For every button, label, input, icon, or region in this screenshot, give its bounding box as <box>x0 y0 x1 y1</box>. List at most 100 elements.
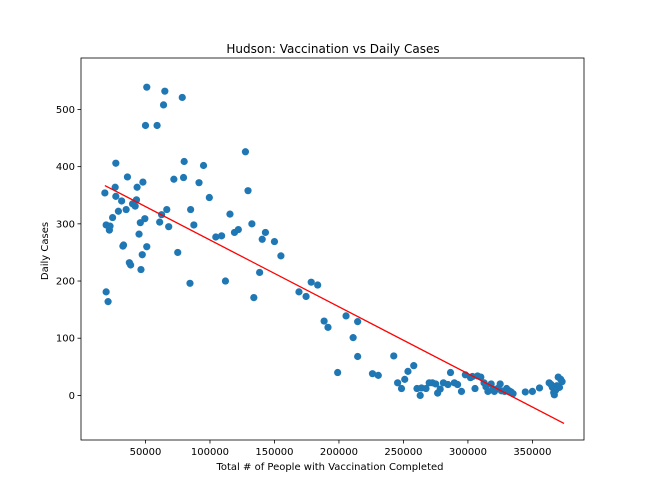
data-point <box>159 101 168 109</box>
data-point <box>248 220 256 228</box>
data-point <box>205 193 213 202</box>
data-point <box>444 380 452 389</box>
data-point <box>101 189 109 197</box>
data-point <box>161 87 169 95</box>
chart-title: Hudson: Vaccination vs Daily Cases <box>226 42 439 56</box>
data-point <box>106 222 114 230</box>
data-point <box>432 380 440 388</box>
y-tick-label: 200 <box>56 277 75 288</box>
data-point <box>390 352 398 360</box>
data-point <box>324 323 332 331</box>
data-point <box>139 178 147 186</box>
data-point <box>212 233 220 241</box>
data-point <box>256 268 264 277</box>
data-point <box>302 292 310 301</box>
data-point <box>410 362 418 370</box>
y-tick-label: 300 <box>56 219 75 230</box>
data-point <box>195 179 203 187</box>
data-point <box>102 288 110 296</box>
data-point <box>314 281 322 289</box>
data-point <box>118 197 126 205</box>
x-tick-label: 50000 <box>130 447 162 458</box>
x-tick-label: 200000 <box>320 447 358 458</box>
data-point <box>122 205 130 214</box>
data-point <box>226 210 234 218</box>
data-point <box>416 391 424 399</box>
data-point <box>111 183 119 191</box>
data-point <box>119 241 128 249</box>
y-tick-label: 0 <box>69 391 75 402</box>
data-point <box>394 379 402 387</box>
data-point <box>261 228 270 237</box>
data-point <box>496 380 504 388</box>
data-point <box>104 298 112 306</box>
x-axis-label: Total # of People with Vaccination Compl… <box>215 462 443 473</box>
x-tick-label: 100000 <box>191 447 229 458</box>
data-point <box>180 157 188 166</box>
x-tick-label: 350000 <box>513 447 551 458</box>
data-point <box>404 367 412 375</box>
data-point <box>186 279 194 287</box>
plot-area <box>101 83 566 424</box>
data-point <box>112 192 120 200</box>
data-point <box>457 387 466 395</box>
data-point <box>143 83 151 91</box>
data-point <box>137 265 145 274</box>
data-point <box>163 205 171 214</box>
x-tick-label: 150000 <box>255 447 293 458</box>
y-tick-label: 400 <box>56 162 75 173</box>
y-tick-label: 500 <box>56 105 75 116</box>
data-point <box>156 218 164 226</box>
data-point <box>446 368 455 377</box>
data-point <box>131 202 139 210</box>
data-point <box>555 383 564 391</box>
data-point <box>354 318 362 326</box>
data-point <box>454 380 462 389</box>
data-point <box>270 237 279 246</box>
data-point <box>141 121 150 130</box>
data-point <box>138 251 146 259</box>
data-point <box>528 387 537 395</box>
plot-frame <box>80 57 585 441</box>
data-point <box>170 175 178 183</box>
data-point <box>187 205 195 214</box>
data-point <box>178 93 186 102</box>
data-point <box>190 221 198 229</box>
data-point <box>521 388 529 396</box>
data-point <box>133 183 141 191</box>
data-point <box>334 368 342 377</box>
y-axis-label: Daily Cases <box>40 222 51 280</box>
data-point <box>127 261 135 269</box>
data-point <box>217 232 226 240</box>
data-point <box>114 207 123 215</box>
data-point <box>143 243 151 251</box>
x-tick-label: 250000 <box>384 447 422 458</box>
x-tick-label: 300000 <box>449 447 487 458</box>
data-point <box>320 317 328 325</box>
data-point <box>179 173 188 182</box>
data-point <box>354 352 362 361</box>
data-point <box>165 223 173 231</box>
data-point <box>199 161 208 170</box>
data-point <box>471 384 479 393</box>
data-point <box>397 384 406 393</box>
data-point <box>241 148 250 156</box>
data-point <box>342 312 350 320</box>
y-axis: 0 100 200 300 400 500 <box>56 105 81 402</box>
data-point <box>401 375 409 383</box>
data-point <box>307 278 315 286</box>
data-point <box>422 384 430 393</box>
data-point <box>250 294 258 302</box>
data-point <box>244 187 252 195</box>
data-point <box>258 235 266 243</box>
data-point <box>112 159 120 167</box>
data-point <box>153 121 161 130</box>
data-point <box>234 225 242 234</box>
data-point <box>108 213 117 222</box>
data-point <box>535 384 544 392</box>
data-point <box>221 277 230 285</box>
data-point <box>135 230 143 238</box>
